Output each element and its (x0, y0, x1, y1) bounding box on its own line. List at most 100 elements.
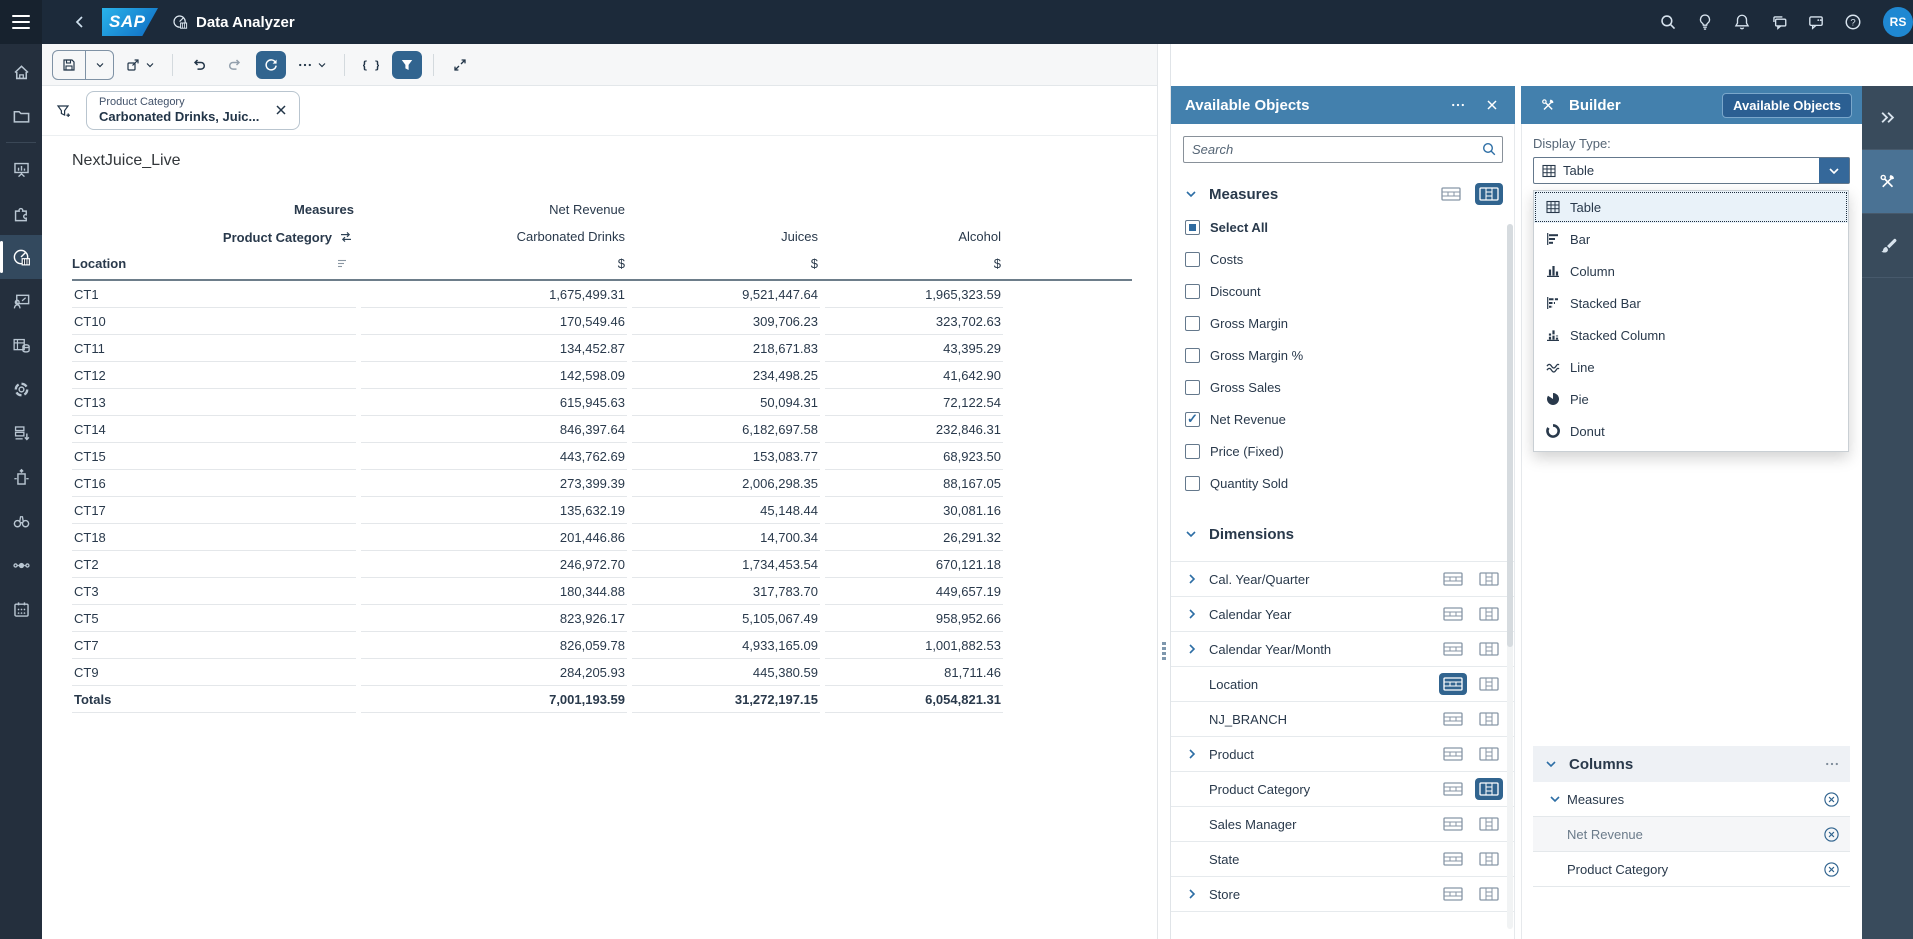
checkbox-unchecked[interactable] (1185, 347, 1200, 363)
redo-button[interactable] (220, 51, 250, 79)
table-totals-row[interactable]: Totals 7,001,193.59 31,272,197.15 6,054,821… (72, 686, 1157, 713)
back-button[interactable] (60, 0, 100, 44)
measure-checkbox-row[interactable]: Costs (1171, 243, 1515, 275)
add-to-columns-button[interactable] (1475, 813, 1503, 835)
display-type-option-stacked-column[interactable]: Stacked Column (1534, 319, 1848, 351)
panel-scrollbar[interactable] (1507, 224, 1513, 929)
table-row[interactable]: CT10 170,549.46 309,706.23 323,702.63 (72, 308, 1157, 335)
add-to-columns-button[interactable] (1475, 743, 1503, 765)
sidebar-item-folder[interactable] (0, 94, 42, 138)
styling-tab[interactable] (1862, 214, 1913, 278)
splitter-grip-icon[interactable] (1162, 642, 1166, 660)
chat-icon[interactable] (1765, 8, 1793, 36)
chevron-down-icon[interactable] (1543, 791, 1567, 807)
table-row[interactable]: CT9 284,205.93 445,380.59 81,711.46 (72, 659, 1157, 686)
fullscreen-button[interactable] (445, 51, 475, 79)
table-row[interactable]: CT2 246,972.70 1,734,453.54 670,121.18 (72, 551, 1157, 578)
sidebar-item-list-download[interactable] (0, 411, 42, 455)
add-to-rows-button[interactable] (1439, 778, 1467, 800)
undo-button[interactable] (184, 51, 214, 79)
add-to-rows-button[interactable] (1439, 813, 1467, 835)
measures-header[interactable]: Measures (294, 202, 354, 217)
add-to-rows-button[interactable] (1439, 603, 1467, 625)
display-type-select[interactable]: Table (1533, 157, 1850, 184)
dimension-row[interactable]: Cal. Year/Quarter (1171, 562, 1515, 597)
measure-checkbox-row[interactable]: Gross Margin (1171, 307, 1515, 339)
display-type-option-line[interactable]: Line (1534, 351, 1848, 383)
column-header[interactable]: Alcohol (958, 229, 1001, 244)
swap-axis-icon[interactable] (338, 229, 354, 245)
table-row[interactable]: CT7 826,059.78 4,933,165.09 1,001,882.53 (72, 632, 1157, 659)
chevron-right-icon[interactable] (1183, 886, 1201, 902)
sort-icon[interactable] (334, 256, 350, 272)
add-to-rows-button[interactable] (1439, 743, 1467, 765)
search-input[interactable] (1183, 136, 1503, 163)
dimension-row[interactable]: Product (1171, 737, 1515, 772)
measure-checkbox-row[interactable]: Price (Fixed) (1171, 435, 1515, 467)
table-row[interactable]: CT11 134,452.87 218,671.83 43,395.29 (72, 335, 1157, 362)
add-to-columns-button[interactable] (1475, 848, 1503, 870)
sidebar-item-presentation-chart[interactable] (0, 147, 42, 191)
measures-to-rows-button[interactable] (1437, 183, 1465, 205)
checkbox-mixed[interactable] (1185, 219, 1200, 235)
add-to-columns-button[interactable] (1475, 778, 1503, 800)
add-to-rows-button[interactable] (1439, 673, 1467, 695)
measure-checkbox-row[interactable]: Quantity Sold (1171, 467, 1515, 499)
add-to-columns-button[interactable] (1475, 603, 1503, 625)
columns-group-row[interactable]: Measures (1533, 782, 1850, 817)
dimension-row[interactable]: State (1171, 842, 1515, 877)
panel-close-button[interactable] (1479, 92, 1505, 118)
measure-checkbox-row[interactable]: Gross Margin % (1171, 339, 1515, 371)
table-row[interactable]: CT3 180,344.88 317,783.70 449,657.19 (72, 578, 1157, 605)
dimensions-section-collapse-icon[interactable] (1183, 526, 1199, 542)
available-objects-toggle-button[interactable]: Available Objects (1722, 92, 1852, 118)
display-type-option-table[interactable]: Table (1534, 191, 1848, 223)
add-to-columns-button[interactable] (1475, 638, 1503, 660)
lightbulb-icon[interactable] (1691, 8, 1719, 36)
columns-member-row[interactable]: Net Revenue (1533, 817, 1850, 852)
table-row[interactable]: CT15 443,762.69 153,083.77 68,923.50 (72, 443, 1157, 470)
chevron-right-icon[interactable] (1183, 606, 1201, 622)
table-row[interactable]: CT14 846,397.64 6,182,697.58 232,846.31 (72, 416, 1157, 443)
chevron-right-icon[interactable] (1183, 641, 1201, 657)
hamburger-menu-button[interactable] (0, 0, 42, 44)
measure-checkbox-row[interactable]: Net Revenue (1171, 403, 1515, 435)
add-to-rows-button[interactable] (1439, 848, 1467, 870)
refresh-button[interactable] (256, 50, 286, 79)
table-row[interactable]: CT17 135,632.19 45,148.44 30,081.16 (72, 497, 1157, 524)
chevron-right-icon[interactable] (1183, 746, 1201, 762)
remove-member-button[interactable] (1823, 791, 1840, 808)
table-row[interactable]: CT18 201,446.86 14,700.34 26,291.32 (72, 524, 1157, 551)
checkbox-unchecked[interactable] (1185, 379, 1200, 395)
add-to-columns-button[interactable] (1475, 708, 1503, 730)
table-row[interactable]: CT13 615,945.63 50,094.31 72,122.54 (72, 389, 1157, 416)
sidebar-item-calendar[interactable] (0, 587, 42, 631)
dimension-row[interactable]: Location (1171, 667, 1515, 702)
add-filter-button[interactable] (56, 103, 72, 119)
checkbox-unchecked[interactable] (1185, 443, 1200, 459)
row-dimension-header[interactable]: Location (72, 256, 356, 272)
column-header[interactable]: Juices (781, 229, 818, 244)
table-row[interactable]: CT12 142,598.09 234,498.25 41,642.90 (72, 362, 1157, 389)
checkbox-unchecked[interactable] (1185, 475, 1200, 491)
dimension-row[interactable]: Product Category (1171, 772, 1515, 807)
add-to-columns-button[interactable] (1475, 883, 1503, 905)
measure-checkbox-row[interactable]: Gross Sales (1171, 371, 1515, 403)
table-row[interactable]: CT16 273,399.39 2,006,298.35 88,167.05 (72, 470, 1157, 497)
sidebar-item-gauge-chart[interactable] (0, 235, 42, 279)
formula-button[interactable]: { } (356, 51, 386, 79)
filter-button[interactable] (392, 50, 422, 79)
save-button-menu[interactable] (85, 50, 113, 79)
columns-collapse-icon[interactable] (1543, 756, 1559, 772)
builder-tab[interactable] (1862, 150, 1913, 214)
measures-section-collapse-icon[interactable] (1183, 186, 1199, 202)
sidebar-item-linked-nodes[interactable] (0, 543, 42, 587)
display-type-option-column[interactable]: Column (1534, 255, 1848, 287)
columns-group-row[interactable]: Product Category (1533, 852, 1850, 887)
remove-member-button[interactable] (1823, 861, 1840, 878)
table-row[interactable]: CT5 823,926.17 5,105,067.49 958,952.66 (72, 605, 1157, 632)
sidebar-item-building-arrows[interactable] (0, 455, 42, 499)
sidebar-item-binoculars[interactable] (0, 499, 42, 543)
export-button[interactable] (120, 51, 161, 79)
checkbox-unchecked[interactable] (1185, 283, 1200, 299)
